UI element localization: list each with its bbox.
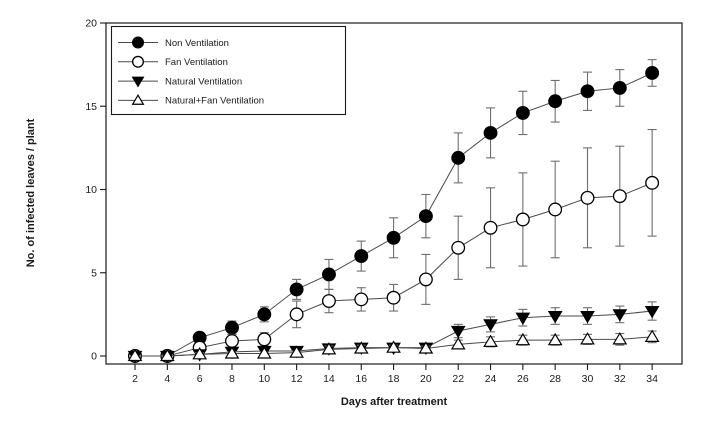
x-axis-ticks: 2 4 6 8 10 12 14 16 18 20 22 24 26 28 30 32 34 [132, 364, 658, 385]
data-point-non-ventilation-day-30 [580, 84, 595, 99]
data-point-non-ventilation-day-22 [451, 150, 466, 165]
y-tick-label: 15 [85, 101, 97, 113]
data-point-natural-ventilation-day-28 [547, 310, 563, 324]
legend-item-1: Fan Ventilation [118, 55, 228, 68]
data-point-non-ventilation-day-34 [645, 65, 660, 80]
data-point-natural-fan-ventilation-day-2 [127, 348, 143, 362]
y-tick-label: 0 [91, 351, 97, 363]
data-point-non-ventilation-day-32 [612, 80, 627, 95]
x-tick-label: 12 [291, 373, 303, 385]
data-point-non-ventilation-day-8 [225, 320, 239, 335]
x-tick-label: 20 [420, 373, 432, 385]
legend-item-3: Natural+Fan Ventilation [118, 94, 264, 107]
data-point-non-ventilation-day-26 [515, 105, 530, 120]
x-tick-label: 6 [197, 373, 203, 385]
series-natural-fan-ventilation [127, 329, 660, 362]
data-point-non-ventilation-day-24 [483, 125, 498, 140]
data-point-natural-ventilation-day-26 [515, 312, 531, 325]
legend-label-3: Natural+Fan Ventilation [165, 96, 264, 107]
x-tick-label: 22 [452, 373, 464, 385]
x-tick-label: 24 [485, 373, 497, 385]
x-tick-label: 34 [646, 373, 658, 385]
data-point-natural-fan-ventilation-day-12 [289, 345, 304, 358]
data-point-non-ventilation-day-14 [321, 267, 336, 282]
x-tick-label: 30 [582, 373, 594, 385]
data-point-fan-ventilation-day-24 [483, 220, 498, 235]
data-point-natural-fan-ventilation-day-32 [612, 332, 628, 345]
data-point-fan-ventilation-day-28 [548, 202, 563, 217]
data-point-natural-fan-ventilation-day-20 [418, 341, 434, 354]
data-point-natural-fan-ventilation-day-18 [386, 340, 401, 353]
data-point-natural-ventilation-day-24 [483, 319, 498, 332]
data-point-natural-fan-ventilation-day-8 [224, 346, 240, 359]
data-point-natural-ventilation-day-30 [580, 310, 595, 324]
x-tick-label: 16 [355, 373, 367, 385]
x-axis-label: Days after treatment [340, 396, 448, 408]
data-point-non-ventilation-day-10 [257, 307, 272, 322]
legend-box [110, 25, 347, 116]
y-tick-label: 10 [85, 184, 97, 196]
data-point-natural-fan-ventilation-day-30 [580, 332, 595, 345]
data-point-natural-fan-ventilation-day-4 [159, 348, 175, 362]
data-point-fan-ventilation-day-14 [321, 294, 336, 309]
data-point-natural-fan-ventilation-day-28 [547, 332, 563, 346]
y-axis-label: No. of infected leaves / plant [25, 118, 37, 268]
data-point-fan-ventilation-day-16 [354, 292, 369, 307]
x-tick-label: 28 [549, 373, 561, 385]
x-tick-label: 10 [258, 373, 270, 385]
data-point-natural-fan-ventilation-day-10 [256, 346, 272, 359]
legend-label-1: Fan Ventilation [165, 57, 228, 68]
data-point-natural-fan-ventilation-day-6 [192, 347, 208, 360]
data-point-natural-ventilation-day-34 [644, 305, 660, 319]
data-point-fan-ventilation-day-32 [612, 189, 627, 204]
data-point-fan-ventilation-day-12 [289, 307, 304, 322]
legend-item-0: Non Ventilation [118, 36, 229, 49]
x-tick-label: 18 [388, 373, 400, 385]
data-point-non-ventilation-day-12 [289, 282, 304, 297]
y-tick-label: 20 [85, 18, 97, 30]
legend-marker-2 [131, 76, 145, 88]
data-point-fan-ventilation-day-22 [451, 240, 466, 255]
data-point-natural-ventilation-day-22 [450, 325, 466, 339]
data-point-fan-ventilation-day-26 [515, 212, 530, 227]
x-tick-label: 4 [164, 373, 170, 385]
data-point-natural-fan-ventilation-day-22 [450, 337, 466, 350]
x-tick-label: 8 [229, 373, 235, 385]
data-point-fan-ventilation-day-10 [257, 332, 272, 347]
data-point-fan-ventilation-day-18 [386, 290, 401, 305]
legend-marker-1 [131, 55, 145, 68]
x-tick-label: 2 [132, 373, 138, 385]
data-point-natural-fan-ventilation-day-34 [644, 329, 660, 342]
x-tick-label: 26 [517, 373, 529, 385]
data-point-natural-fan-ventilation-day-14 [321, 342, 337, 355]
series-line-non-ventilation [135, 72, 653, 357]
data-point-non-ventilation-day-18 [386, 230, 401, 245]
series-line-fan-ventilation [135, 182, 653, 357]
data-point-fan-ventilation-day-30 [580, 190, 595, 205]
y-tick-label: 5 [91, 267, 97, 279]
legend: Non Ventilation Fan Ventilation Natural Ve… [110, 25, 347, 116]
y-axis-ticks: 0 5 10 15 20 [85, 18, 106, 363]
data-point-natural-fan-ventilation-day-24 [483, 334, 498, 347]
data-point-fan-ventilation-day-8 [225, 334, 239, 348]
x-tick-label: 14 [323, 373, 335, 385]
legend-label-2: Natural Ventilation [165, 76, 242, 87]
data-point-natural-fan-ventilation-day-26 [515, 332, 531, 346]
data-point-natural-fan-ventilation-day-16 [353, 341, 369, 354]
legend-label-0: Non Ventilation [165, 38, 229, 49]
data-point-non-ventilation-day-16 [354, 249, 369, 264]
x-tick-label: 32 [614, 373, 626, 385]
legend-item-2: Natural Ventilation [118, 76, 242, 88]
legend-marker-3 [131, 94, 145, 105]
data-point-fan-ventilation-day-20 [418, 272, 433, 287]
data-point-non-ventilation-day-28 [548, 94, 563, 109]
legend-marker-0 [131, 36, 145, 49]
data-point-non-ventilation-day-20 [418, 209, 433, 224]
data-point-natural-ventilation-day-32 [612, 309, 628, 322]
data-point-fan-ventilation-day-34 [645, 175, 660, 190]
